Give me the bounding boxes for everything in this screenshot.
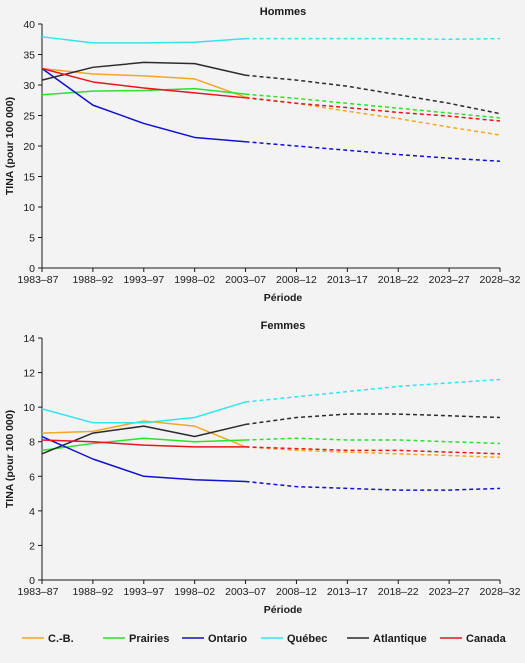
series-atlantique [41, 413, 501, 455]
series-line-projected [245, 74, 501, 115]
series-line-projected [245, 413, 501, 426]
series-line-observed [41, 61, 246, 81]
x-tick-label: 2008–12 [276, 586, 317, 598]
y-tick-label: 2 [29, 540, 35, 552]
series-atlantique [41, 61, 501, 115]
series-canada [41, 67, 501, 122]
series-line-projected [245, 378, 501, 403]
x-tick-label: 2028–32 [480, 274, 521, 286]
legend-item-prairies: Prairies [103, 633, 169, 645]
y-tick-label: 40 [23, 19, 35, 31]
series-line-projected [245, 140, 501, 162]
x-tick-label: 2018–22 [378, 274, 419, 286]
legend-label: Ontario [208, 633, 247, 645]
x-tick-label: 1988–92 [72, 274, 113, 286]
legend-item-quebec: Québec [261, 633, 327, 645]
y-tick-label: 0 [29, 575, 35, 587]
series-line-observed [41, 67, 246, 143]
y-tick-label: 14 [23, 333, 35, 345]
series-c-b [41, 67, 501, 136]
y-axis-label: TINA (pour 100 000) [4, 97, 16, 195]
x-tick-label: 2023–27 [429, 274, 470, 286]
series-line-projected [245, 437, 501, 445]
x-tick-label: 1983–87 [18, 274, 59, 286]
series-line-observed [41, 437, 246, 452]
series-line-projected [245, 97, 501, 122]
y-tick-label: 12 [23, 368, 35, 380]
x-tick-label: 1998–02 [174, 586, 215, 598]
legend-label: Canada [466, 633, 507, 645]
x-tick-label: 1988–92 [72, 586, 113, 598]
series-line-projected [245, 37, 501, 41]
y-tick-label: 8 [29, 437, 35, 449]
series-ontario [41, 435, 501, 491]
series-line-observed [41, 435, 246, 483]
x-axis-label: Période [264, 604, 303, 616]
y-tick-label: 5 [29, 233, 35, 245]
series-line-projected [245, 480, 501, 491]
series-canada [41, 439, 501, 455]
y-tick-label: 10 [23, 202, 35, 214]
x-axis-label: Période [264, 292, 303, 304]
series-quebec [41, 36, 501, 44]
y-tick-label: 30 [23, 80, 35, 92]
y-tick-label: 15 [23, 172, 35, 184]
x-tick-label: 2013–17 [327, 274, 368, 286]
y-tick-label: 0 [29, 263, 35, 275]
x-tick-label: 2018–22 [378, 586, 419, 598]
legend-item-canada: Canada [440, 633, 507, 645]
series-line-observed [41, 423, 246, 455]
series-ontario [41, 67, 501, 162]
y-tick-label: 6 [29, 471, 35, 483]
x-tick-label: 2003–07 [225, 274, 266, 286]
legend-item-atlantique: Atlantique [347, 633, 427, 645]
chart-title: Femmes [261, 320, 306, 332]
series-line-observed [41, 67, 246, 99]
x-tick-label: 2028–32 [480, 586, 521, 598]
legend-label: Québec [287, 633, 327, 645]
x-tick-label: 1993–97 [123, 586, 164, 598]
series-line-observed [41, 439, 246, 448]
y-axis-label: TINA (pour 100 000) [4, 410, 16, 508]
x-tick-label: 1983–87 [18, 586, 59, 598]
y-tick-label: 4 [29, 506, 35, 518]
series-line-projected [245, 446, 501, 459]
series-prairies [41, 87, 501, 119]
y-tick-label: 35 [23, 50, 35, 62]
x-tick-label: 2003–07 [225, 586, 266, 598]
legend-label: Atlantique [373, 633, 427, 645]
chart-panel-femmes: Femmes 0 2 4 6 8 10 12 14 1983–87 1988–92 1993–97 19… [4, 320, 521, 616]
series-line-projected [245, 93, 501, 119]
x-tick-label: 2023–27 [429, 586, 470, 598]
chart-panel-hommes: Hommes 0 5 10 15 20 25 30 35 40 1983–87 1988–92 1993… [4, 6, 521, 304]
x-tick-label: 1998–02 [174, 274, 215, 286]
series-line-observed [41, 420, 246, 448]
x-tick-label: 2008–12 [276, 274, 317, 286]
series-line-projected [245, 446, 501, 455]
chart-title: Hommes [260, 6, 306, 18]
x-tick-label: 1993–97 [123, 274, 164, 286]
x-tick-label: 2013–17 [327, 586, 368, 598]
y-tick-label: 25 [23, 111, 35, 123]
legend-item-ontario: Ontario [182, 633, 247, 645]
legend-label: C.-B. [48, 633, 74, 645]
series-line-observed [41, 36, 246, 44]
y-tick-label: 20 [23, 141, 35, 153]
series-quebec [41, 378, 501, 424]
series-line-projected [245, 96, 501, 136]
legend-label: Prairies [129, 633, 169, 645]
legend-item-c-b: C.-B. [22, 633, 74, 645]
legend: C.-B. Prairies Ontario Québec Atlantique Cana… [22, 633, 507, 645]
series-line-observed [41, 401, 246, 424]
y-tick-label: 10 [23, 402, 35, 414]
series-prairies [41, 437, 501, 452]
